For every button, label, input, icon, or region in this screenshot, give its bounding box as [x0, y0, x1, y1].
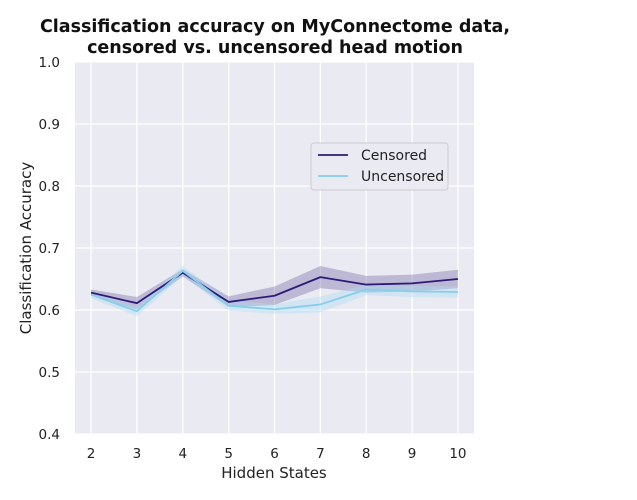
x-tick-label: 6	[270, 446, 279, 462]
legend: Censored Uncensored	[310, 142, 449, 191]
y-tick-label: 0.8	[39, 179, 60, 195]
legend-label-uncensored: Uncensored	[361, 169, 444, 185]
x-tick-label: 5	[224, 446, 233, 462]
chart-title-line-1: Classification accuracy on MyConnectome …	[40, 17, 510, 37]
x-axis-ticks: 2 3 4 5 6 7 8 9 10	[87, 446, 467, 462]
line-censored	[90, 271, 459, 305]
line-uncensored	[90, 270, 458, 313]
x-tick-label: 2	[87, 446, 96, 462]
x-tick-label: 9	[408, 446, 417, 462]
x-tick-label: 3	[133, 446, 142, 462]
y-axis-ticks: 0.4 0.5 0.6 0.7 0.8 0.9 1.0	[39, 55, 60, 443]
y-axis-label: Classification Accuracy	[17, 162, 35, 335]
gridlines	[75, 61, 474, 435]
y-tick-label: 0.9	[39, 117, 60, 133]
y-tick-label: 0.4	[39, 427, 60, 443]
band-censored	[91, 265, 458, 310]
x-tick-label: 10	[449, 446, 466, 462]
x-tick-label: 8	[362, 446, 371, 462]
y-tick-label: 1.0	[39, 55, 60, 71]
chart-title-line-2: censored vs. uncensored head motion	[87, 38, 463, 58]
x-tick-label: 4	[178, 446, 187, 462]
y-tick-label: 0.5	[39, 365, 60, 381]
x-tick-label: 7	[316, 446, 325, 462]
x-axis-label: Hidden States	[221, 464, 327, 482]
y-tick-label: 0.6	[39, 303, 60, 319]
legend-label-censored: Censored	[361, 148, 427, 164]
y-tick-label: 0.7	[39, 241, 60, 257]
series-lines	[90, 270, 459, 313]
